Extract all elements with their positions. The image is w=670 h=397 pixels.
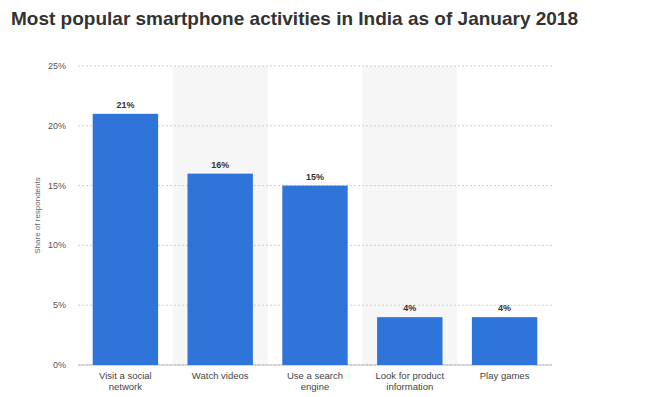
bar bbox=[377, 317, 442, 365]
x-tick-label: Play games bbox=[480, 370, 530, 381]
grid-line bbox=[78, 66, 552, 67]
bar bbox=[93, 114, 158, 365]
bars bbox=[93, 114, 538, 365]
x-tick-label: Visit a socialnetwork bbox=[99, 370, 152, 392]
data-label: 16% bbox=[211, 160, 229, 170]
y-tick-label: 5% bbox=[53, 300, 66, 310]
title: Most popular smartphone activities in In… bbox=[11, 8, 578, 29]
chart: Most popular smartphone activities in In… bbox=[0, 0, 670, 397]
x-tick-label: Use a searchengine bbox=[287, 370, 343, 392]
x-tick-label: Watch videos bbox=[192, 370, 249, 381]
y-tick-label: 10% bbox=[48, 240, 66, 250]
y-tick-label: 25% bbox=[48, 61, 66, 71]
y-tick-label: 0% bbox=[53, 360, 66, 370]
y-tick-label: 15% bbox=[48, 181, 66, 191]
y-tick-label: 20% bbox=[48, 121, 66, 131]
band-shade bbox=[362, 66, 457, 365]
data-label: 4% bbox=[498, 303, 511, 313]
data-label: 15% bbox=[306, 172, 324, 182]
background bbox=[0, 0, 670, 397]
bar bbox=[187, 174, 252, 365]
data-label: 21% bbox=[116, 100, 134, 110]
data-label: 4% bbox=[403, 303, 416, 313]
x-tick-label: Look for productinformation bbox=[375, 370, 444, 392]
bar bbox=[472, 317, 537, 365]
y-axis-title: Share of respondents bbox=[33, 177, 42, 254]
band-shade bbox=[173, 66, 268, 365]
bar bbox=[282, 186, 347, 365]
